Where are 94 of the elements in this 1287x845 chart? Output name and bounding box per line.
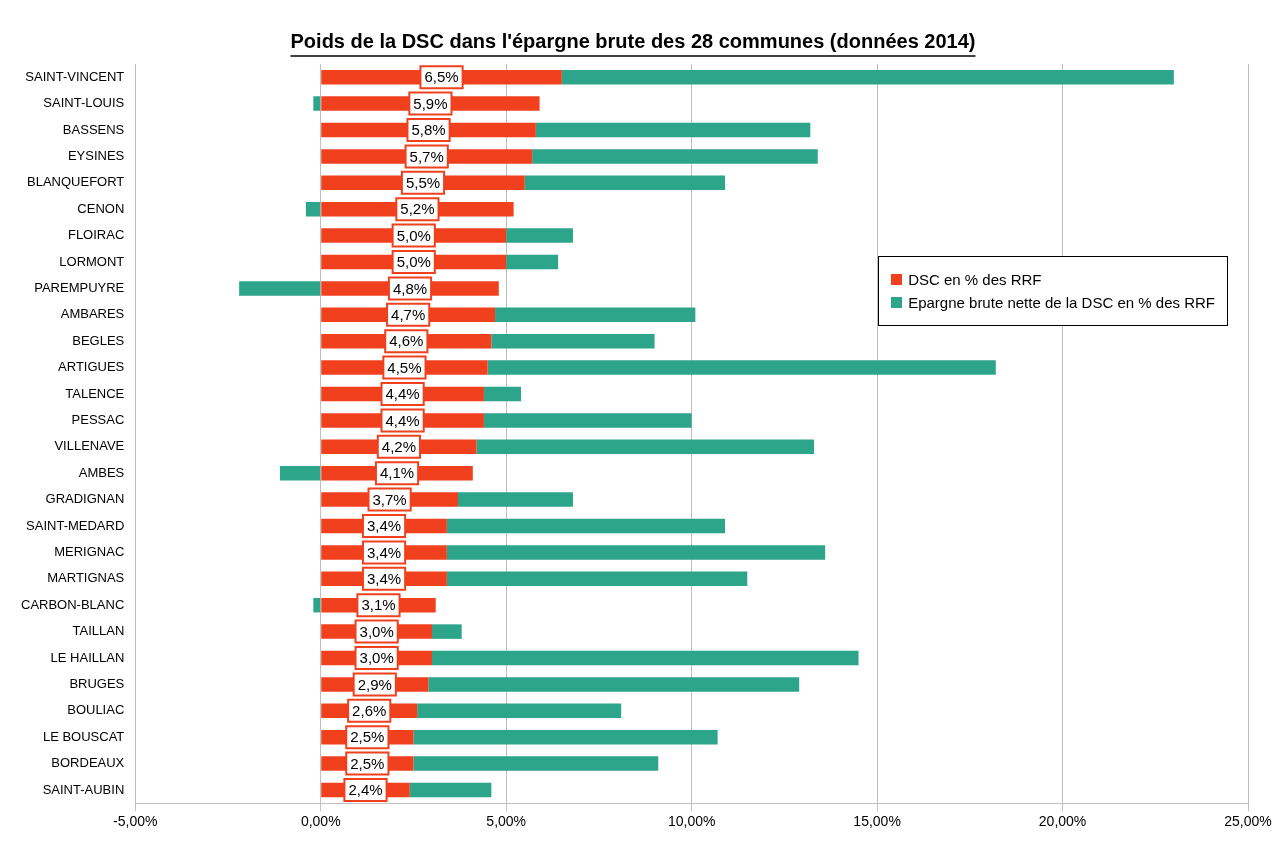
y-tick-label: PAREMPUYRE (34, 279, 125, 295)
data-label: 5,5% (405, 173, 441, 191)
bar (446, 518, 726, 534)
bar (409, 782, 492, 798)
bar (428, 677, 800, 692)
y-tick-label: AMBARES (60, 306, 125, 322)
data-label: 2,6% (352, 701, 387, 719)
bar (413, 756, 659, 771)
y-tick-label: PESSAC (71, 411, 125, 427)
data-label: 4,8% (392, 279, 428, 297)
data-label: 3,7% (372, 490, 407, 508)
data-label: 5,0% (396, 253, 431, 271)
data-label: 3,4% (366, 569, 402, 587)
y-tick-label: SAINT-LOUIS (43, 95, 125, 111)
bar (506, 254, 559, 270)
bar (313, 597, 321, 613)
data-label: 2,9% (357, 675, 392, 693)
chart-title: Poids de la DSC dans l'épargne brute des 28 communes (données 2014) (290, 29, 976, 52)
bar (524, 175, 726, 191)
bar (413, 729, 718, 745)
data-label: 4,7% (391, 305, 426, 323)
legend-label: Epargne brute nette de la DSC en % des RRF (908, 294, 1215, 311)
y-tick-label: EYSINES (67, 147, 125, 163)
data-label: 3,4% (366, 517, 402, 535)
data-label: 5,0% (396, 226, 431, 244)
bar (487, 360, 996, 375)
y-tick-label: BOULIAC (67, 702, 125, 718)
y-tick-label: MERIGNAC (54, 543, 125, 559)
bar (446, 571, 748, 587)
y-tick-label: BORDEAUX (51, 755, 125, 771)
bar (506, 228, 573, 243)
data-label: 4,1% (379, 464, 415, 482)
y-tick-label: LE HAILLAN (50, 649, 125, 665)
y-tick-label: VILLENAVE (54, 438, 125, 454)
bar (432, 624, 462, 639)
y-tick-label: MARTIGNAS (47, 570, 125, 586)
data-label: 4,4% (385, 385, 420, 403)
y-tick-label: BLANQUEFORT (27, 174, 125, 190)
data-label: 3,1% (361, 596, 396, 614)
data-label: 4,2% (381, 437, 416, 455)
data-label: 2,4% (348, 781, 383, 799)
y-tick-label: SAINT-AUBIN (42, 781, 125, 797)
data-label: 5,9% (413, 94, 448, 112)
bar (483, 386, 522, 402)
data-label: 4,4% (385, 411, 420, 429)
y-tick-label: GRADIGNAN (45, 491, 125, 507)
bar (432, 650, 859, 666)
data-label: 5,7% (409, 147, 444, 165)
legend-label: DSC en % des RRF (908, 271, 1042, 288)
data-label: 4,5% (387, 358, 422, 376)
bar (483, 413, 692, 428)
y-tick-label: BEGLES (72, 332, 125, 348)
data-label: 6,5% (424, 68, 459, 86)
bar (279, 465, 321, 481)
x-tick-label: 20,00% (1038, 813, 1087, 830)
x-tick-label: 15,00% (853, 813, 901, 830)
y-tick-label: BRUGES (69, 675, 125, 691)
bar (417, 703, 622, 719)
x-tick-label: 25,00% (1224, 813, 1272, 830)
bar (561, 69, 1174, 85)
x-tick-label: -5,00% (113, 813, 158, 830)
y-tick-label: BASSENS (62, 121, 125, 137)
data-label: 2,5% (350, 728, 385, 746)
y-tick-label: CARBON-BLANC (21, 596, 125, 612)
data-label: 5,8% (411, 121, 446, 139)
bar (446, 545, 826, 560)
x-tick-label: 5,00% (486, 813, 527, 830)
data-label: 3,0% (359, 622, 394, 640)
x-tick-label: 0,00% (300, 813, 341, 830)
bar (476, 439, 815, 455)
bar (239, 281, 321, 296)
y-tick-label: TALENCE (65, 385, 125, 401)
data-label: 3,4% (366, 543, 402, 561)
y-tick-label: FLOIRAC (67, 227, 125, 243)
data-label: 2,5% (350, 754, 385, 772)
y-tick-label: AMBES (78, 464, 125, 480)
x-tick-label: 10,00% (667, 813, 716, 830)
y-tick-label: ARTIGUES (58, 359, 125, 375)
bar (532, 149, 818, 164)
bar (313, 96, 321, 111)
bar (457, 492, 573, 507)
y-tick-label: CENON (77, 200, 125, 216)
data-label: 5,2% (400, 200, 435, 218)
bar (535, 122, 811, 138)
bar (495, 307, 696, 323)
data-label: 4,6% (389, 332, 424, 350)
data-label: 3,0% (359, 649, 394, 667)
bar (305, 201, 321, 217)
y-tick-label: SAINT-VINCENT (25, 68, 125, 84)
bar (491, 333, 655, 349)
y-tick-label: LORMONT (59, 253, 125, 269)
y-tick-label: SAINT-MEDARD (26, 517, 125, 533)
y-tick-label: LE BOUSCAT (42, 728, 125, 744)
y-tick-label: TAILLAN (72, 623, 125, 639)
